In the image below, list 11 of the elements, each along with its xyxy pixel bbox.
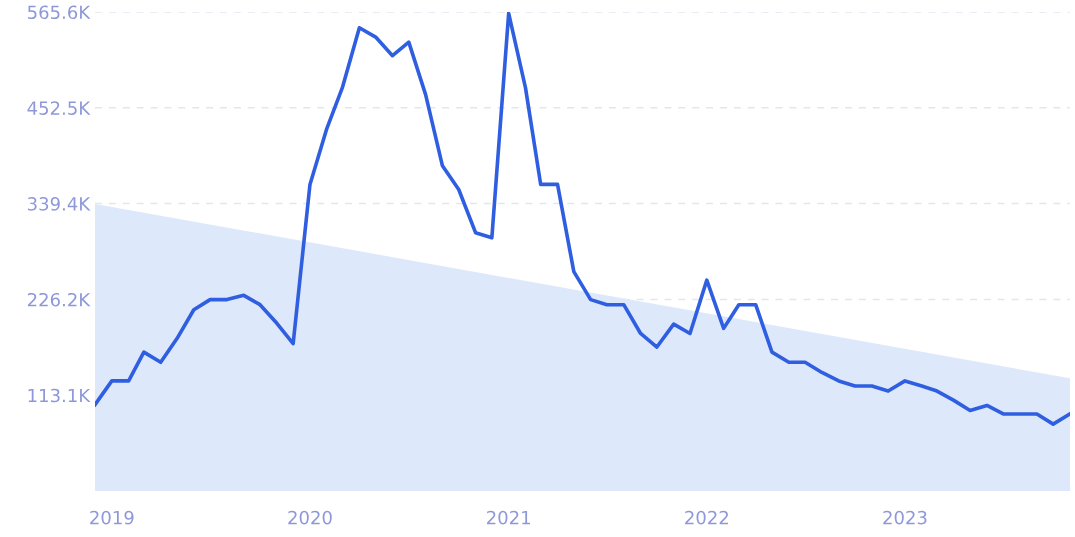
y-tick-label: 339.4K — [27, 197, 91, 211]
line-series — [95, 12, 1070, 426]
y-tick-label: 113.1K — [28, 388, 91, 403]
y-tick-label: 452.5K — [27, 101, 91, 115]
x-tick-label: 2019 — [90, 510, 134, 525]
x-tick-label: 2022 — [685, 510, 728, 525]
x-tick-label: 2023 — [883, 510, 927, 525]
x-tick-label: 2021 — [487, 510, 530, 525]
y-tick-label: 226.2K — [27, 292, 91, 307]
x-tick-label: 2020 — [288, 510, 332, 525]
y-tick-label: 565.6K — [28, 5, 91, 20]
